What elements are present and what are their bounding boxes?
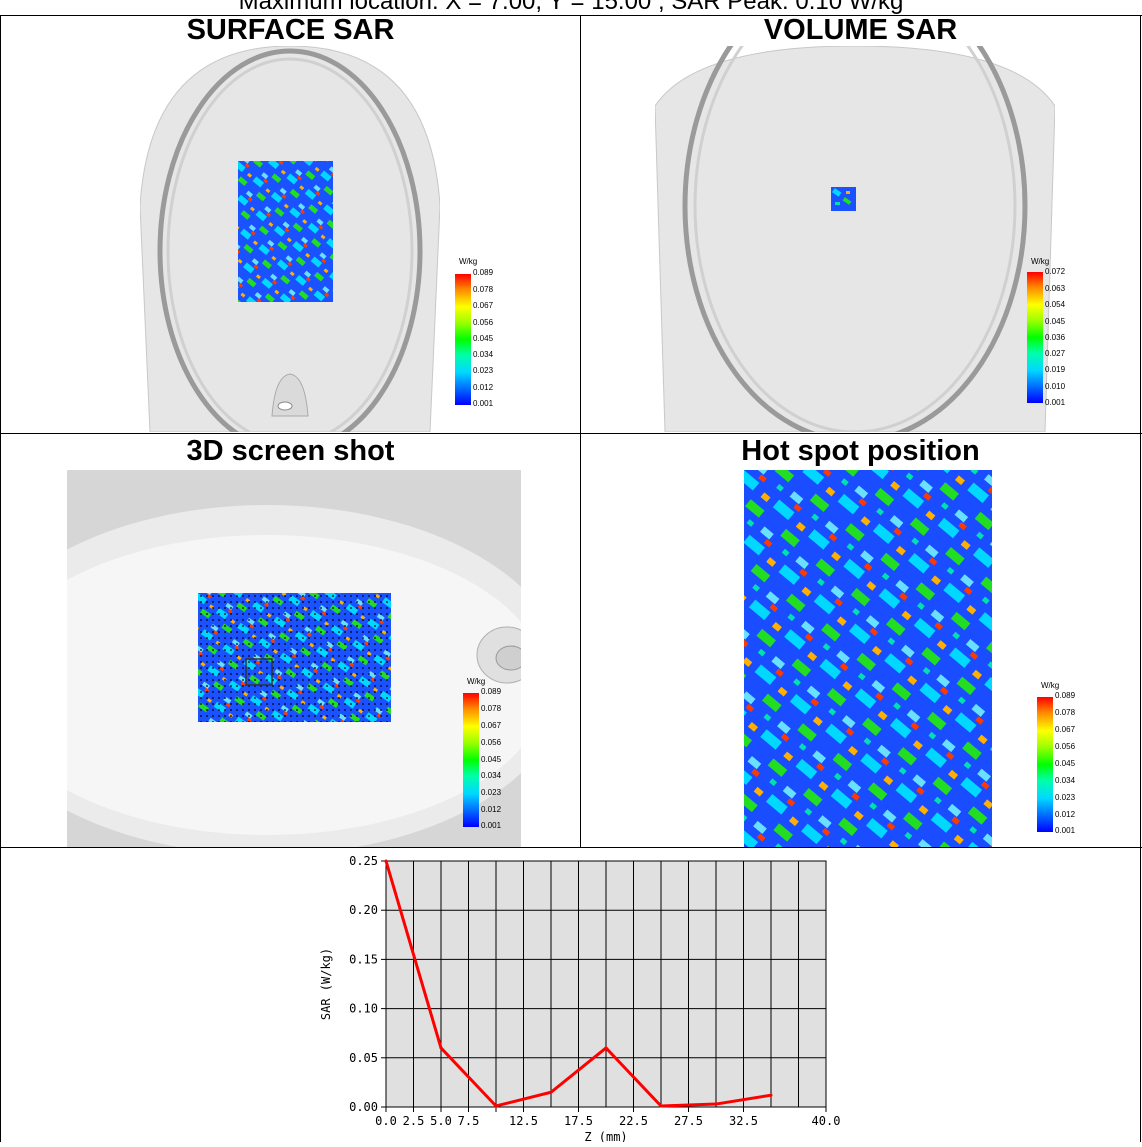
y-tick-label: 0.15 [349, 952, 378, 966]
volume-sar-map [831, 187, 856, 211]
legend-tick: 0.034 [1055, 776, 1076, 785]
volume-sar-title: VOLUME SAR [763, 14, 958, 46]
legend-tick: 0.078 [473, 285, 494, 294]
data-point [384, 859, 388, 863]
surface-sar-map [238, 161, 333, 302]
data-point [549, 1090, 553, 1094]
legend-tick: 0.001 [481, 821, 502, 830]
surface-color-legend: W/kg 0.089 0.078 0.067 0.056 0.045 0.034… [455, 257, 515, 412]
legend-tick: 0.027 [1045, 349, 1066, 358]
x-tick-label: 5.0 [430, 1114, 452, 1128]
legend-tick: 0.023 [473, 366, 494, 375]
legend-tick: 0.023 [481, 788, 502, 797]
legend-tick: 0.089 [1055, 691, 1076, 700]
x-tick-label: 7.5 [458, 1114, 480, 1128]
data-point [604, 1046, 608, 1050]
hotspot-color-legend: W/kg 0.089 0.078 0.067 0.056 0.045 0.034… [1037, 681, 1097, 841]
x-tick-label: 17.5 [564, 1114, 593, 1128]
legend-unit: W/kg [1031, 257, 1050, 266]
legend-unit: W/kg [1041, 681, 1060, 690]
y-tick-label: 0.00 [349, 1100, 378, 1114]
legend-tick: 0.067 [473, 301, 494, 310]
data-point [714, 1102, 718, 1106]
legend-tick: 0.056 [1055, 742, 1076, 751]
table-border-top [0, 15, 1142, 16]
data-point [769, 1093, 773, 1097]
legend-tick: 0.001 [1045, 398, 1066, 407]
table-divider-row1 [0, 433, 1142, 434]
data-point [659, 1104, 663, 1108]
legend-tick: 0.001 [473, 399, 494, 408]
data-point [439, 1046, 443, 1050]
legend-color-bar [1037, 697, 1053, 832]
legend-tick: 0.056 [473, 318, 494, 327]
3d-color-legend: W/kg 0.089 0.078 0.067 0.056 0.045 0.034… [463, 677, 523, 837]
x-axis-label: Z (mm) [584, 1130, 627, 1142]
table-divider-vertical [580, 15, 581, 848]
legend-tick: 0.078 [1055, 708, 1076, 717]
x-tick-label: 32.5 [729, 1114, 758, 1128]
legend-tick: 0.063 [1045, 284, 1066, 293]
data-point [494, 1104, 498, 1108]
legend-tick: 0.045 [481, 755, 502, 764]
hotspot-sar-map [744, 470, 992, 847]
y-tick-label: 0.20 [349, 903, 378, 917]
legend-tick: 0.036 [1045, 333, 1066, 342]
legend-tick: 0.067 [481, 721, 502, 730]
x-tick-label: 40.0 [812, 1114, 841, 1128]
legend-color-bar [455, 274, 471, 405]
3d-sar-map [198, 593, 391, 722]
y-tick-label: 0.25 [349, 854, 378, 868]
table-border-right [1140, 15, 1141, 1142]
z-scan-chart-svg: 0.25 0.20 0.15 0.10 0.05 0.000.0 2.5 5.0 7.5 12.5… [319, 854, 841, 1144]
legend-tick: 0.034 [473, 350, 494, 359]
legend-tick: 0.034 [481, 771, 502, 780]
legend-tick: 0.089 [481, 687, 502, 696]
y-tick-label: 0.05 [349, 1051, 378, 1065]
x-tick-label: 12.5 [509, 1114, 538, 1128]
legend-tick: 0.089 [473, 268, 494, 277]
screenshot-title: 3D screen shot [186, 435, 395, 467]
legend-unit: W/kg [459, 257, 478, 266]
x-tick-label: 22.5 [619, 1114, 648, 1128]
legend-tick: 0.023 [1055, 793, 1076, 802]
legend-tick: 0.010 [1045, 382, 1066, 391]
x-tick-label: 27.5 [674, 1114, 703, 1128]
y-tick-label: 0.10 [349, 1002, 378, 1016]
legend-tick: 0.012 [481, 805, 502, 814]
z-scan-chart: 0.25 0.20 0.15 0.10 0.05 0.00 0.0 2.5 5.0 7.5 12.5… [306, 851, 852, 1144]
y-axis-label: SAR (W/kg) [319, 948, 333, 1020]
legend-unit: W/kg [467, 677, 486, 686]
legend-tick: 0.067 [1055, 725, 1076, 734]
table-border-left [0, 15, 1, 1142]
legend-tick: 0.001 [1055, 826, 1076, 835]
legend-tick: 0.045 [1045, 317, 1066, 326]
legend-tick: 0.012 [1055, 810, 1076, 819]
volume-phantom-image [655, 46, 1055, 432]
legend-tick: 0.045 [1055, 759, 1076, 768]
x-tick-label: 2.5 [403, 1114, 425, 1128]
legend-tick: 0.078 [481, 704, 502, 713]
legend-tick: 0.072 [1045, 267, 1066, 276]
x-tick-label: 0.0 [375, 1114, 397, 1128]
hotspot-title: Hot spot position [741, 435, 980, 467]
legend-tick: 0.056 [481, 738, 502, 747]
sar-z-line [384, 860, 772, 1108]
legend-tick: 0.019 [1045, 365, 1066, 374]
legend-color-bar [1027, 272, 1043, 403]
legend-tick: 0.054 [1045, 300, 1066, 309]
volume-color-legend: W/kg 0.072 0.063 0.054 0.045 0.036 0.027… [1027, 257, 1087, 412]
table-divider-row2 [0, 847, 1142, 848]
legend-color-bar [463, 693, 479, 827]
surface-sar-title: SURFACE SAR [186, 14, 395, 46]
legend-tick: 0.045 [473, 334, 494, 343]
legend-tick: 0.012 [473, 383, 494, 392]
caption: Maximum location: X = 7.00, Y = 15.00 ; … [238, 0, 904, 15]
